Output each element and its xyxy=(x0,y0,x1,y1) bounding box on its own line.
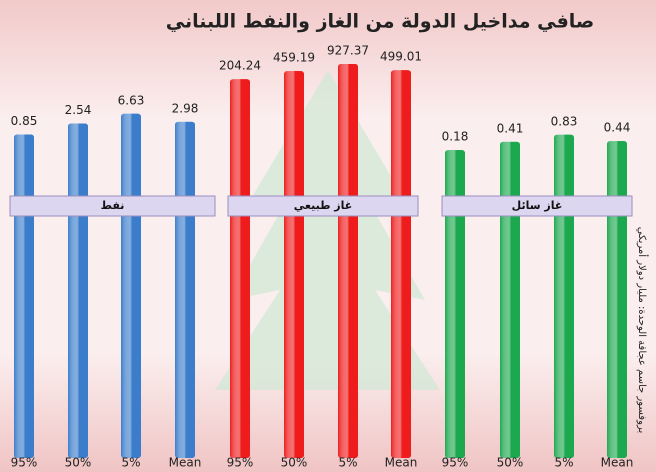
value-label: 499.01 xyxy=(380,50,422,64)
x-tick-label: 50% xyxy=(65,456,92,470)
value-label: 927.37 xyxy=(327,43,369,57)
x-tick-label: 95% xyxy=(227,456,254,470)
x-tick-label: Mean xyxy=(385,456,418,470)
bar-shine xyxy=(175,121,195,459)
x-tick-label: 50% xyxy=(281,456,308,470)
bar-shine xyxy=(68,123,88,459)
value-label: 0.83 xyxy=(551,114,578,128)
value-label: 0.85 xyxy=(11,114,38,128)
bar-shine xyxy=(121,113,141,458)
x-tick-label: 5% xyxy=(121,456,140,470)
value-label: 204.24 xyxy=(219,59,261,73)
x-tick-label: Mean xyxy=(601,456,634,470)
group-box xyxy=(441,195,633,217)
group-box xyxy=(9,195,216,217)
x-tick-label: Mean xyxy=(169,456,202,470)
bar-shine xyxy=(284,71,304,459)
unit-note: بروفسور جاسم عجاقة الوحدة: مليار دولار أ… xyxy=(636,227,649,433)
value-label: 0.18 xyxy=(442,130,469,144)
bar-shine xyxy=(14,134,34,458)
value-label: 459.19 xyxy=(273,51,315,65)
cedar xyxy=(215,70,440,390)
bar-shine xyxy=(338,63,358,459)
bar-shine xyxy=(445,150,465,459)
x-tick-label: 50% xyxy=(497,456,524,470)
group-box xyxy=(227,195,419,217)
group-label: غاز طبيعي xyxy=(294,199,353,212)
value-label: 0.41 xyxy=(497,121,524,135)
value-label: 6.63 xyxy=(118,93,145,107)
bar-shine xyxy=(607,141,627,459)
x-tick-label: 95% xyxy=(442,456,469,470)
chart-title: صافي مداخيل الدولة من الغاز والنفط اللبن… xyxy=(166,11,595,33)
bar-shine xyxy=(230,79,250,459)
value-label: 2.98 xyxy=(172,101,199,115)
group-label: نفط xyxy=(101,199,125,212)
x-tick-label: 5% xyxy=(338,456,357,470)
x-tick-label: 95% xyxy=(11,456,38,470)
bar-shine xyxy=(500,141,520,458)
value-label: 2.54 xyxy=(65,103,92,117)
bar-shine xyxy=(391,70,411,459)
group-label: غاز سائل xyxy=(512,199,563,212)
x-tick-label: 5% xyxy=(554,456,573,470)
value-label: 0.44 xyxy=(604,121,631,135)
bar-shine xyxy=(554,134,574,459)
